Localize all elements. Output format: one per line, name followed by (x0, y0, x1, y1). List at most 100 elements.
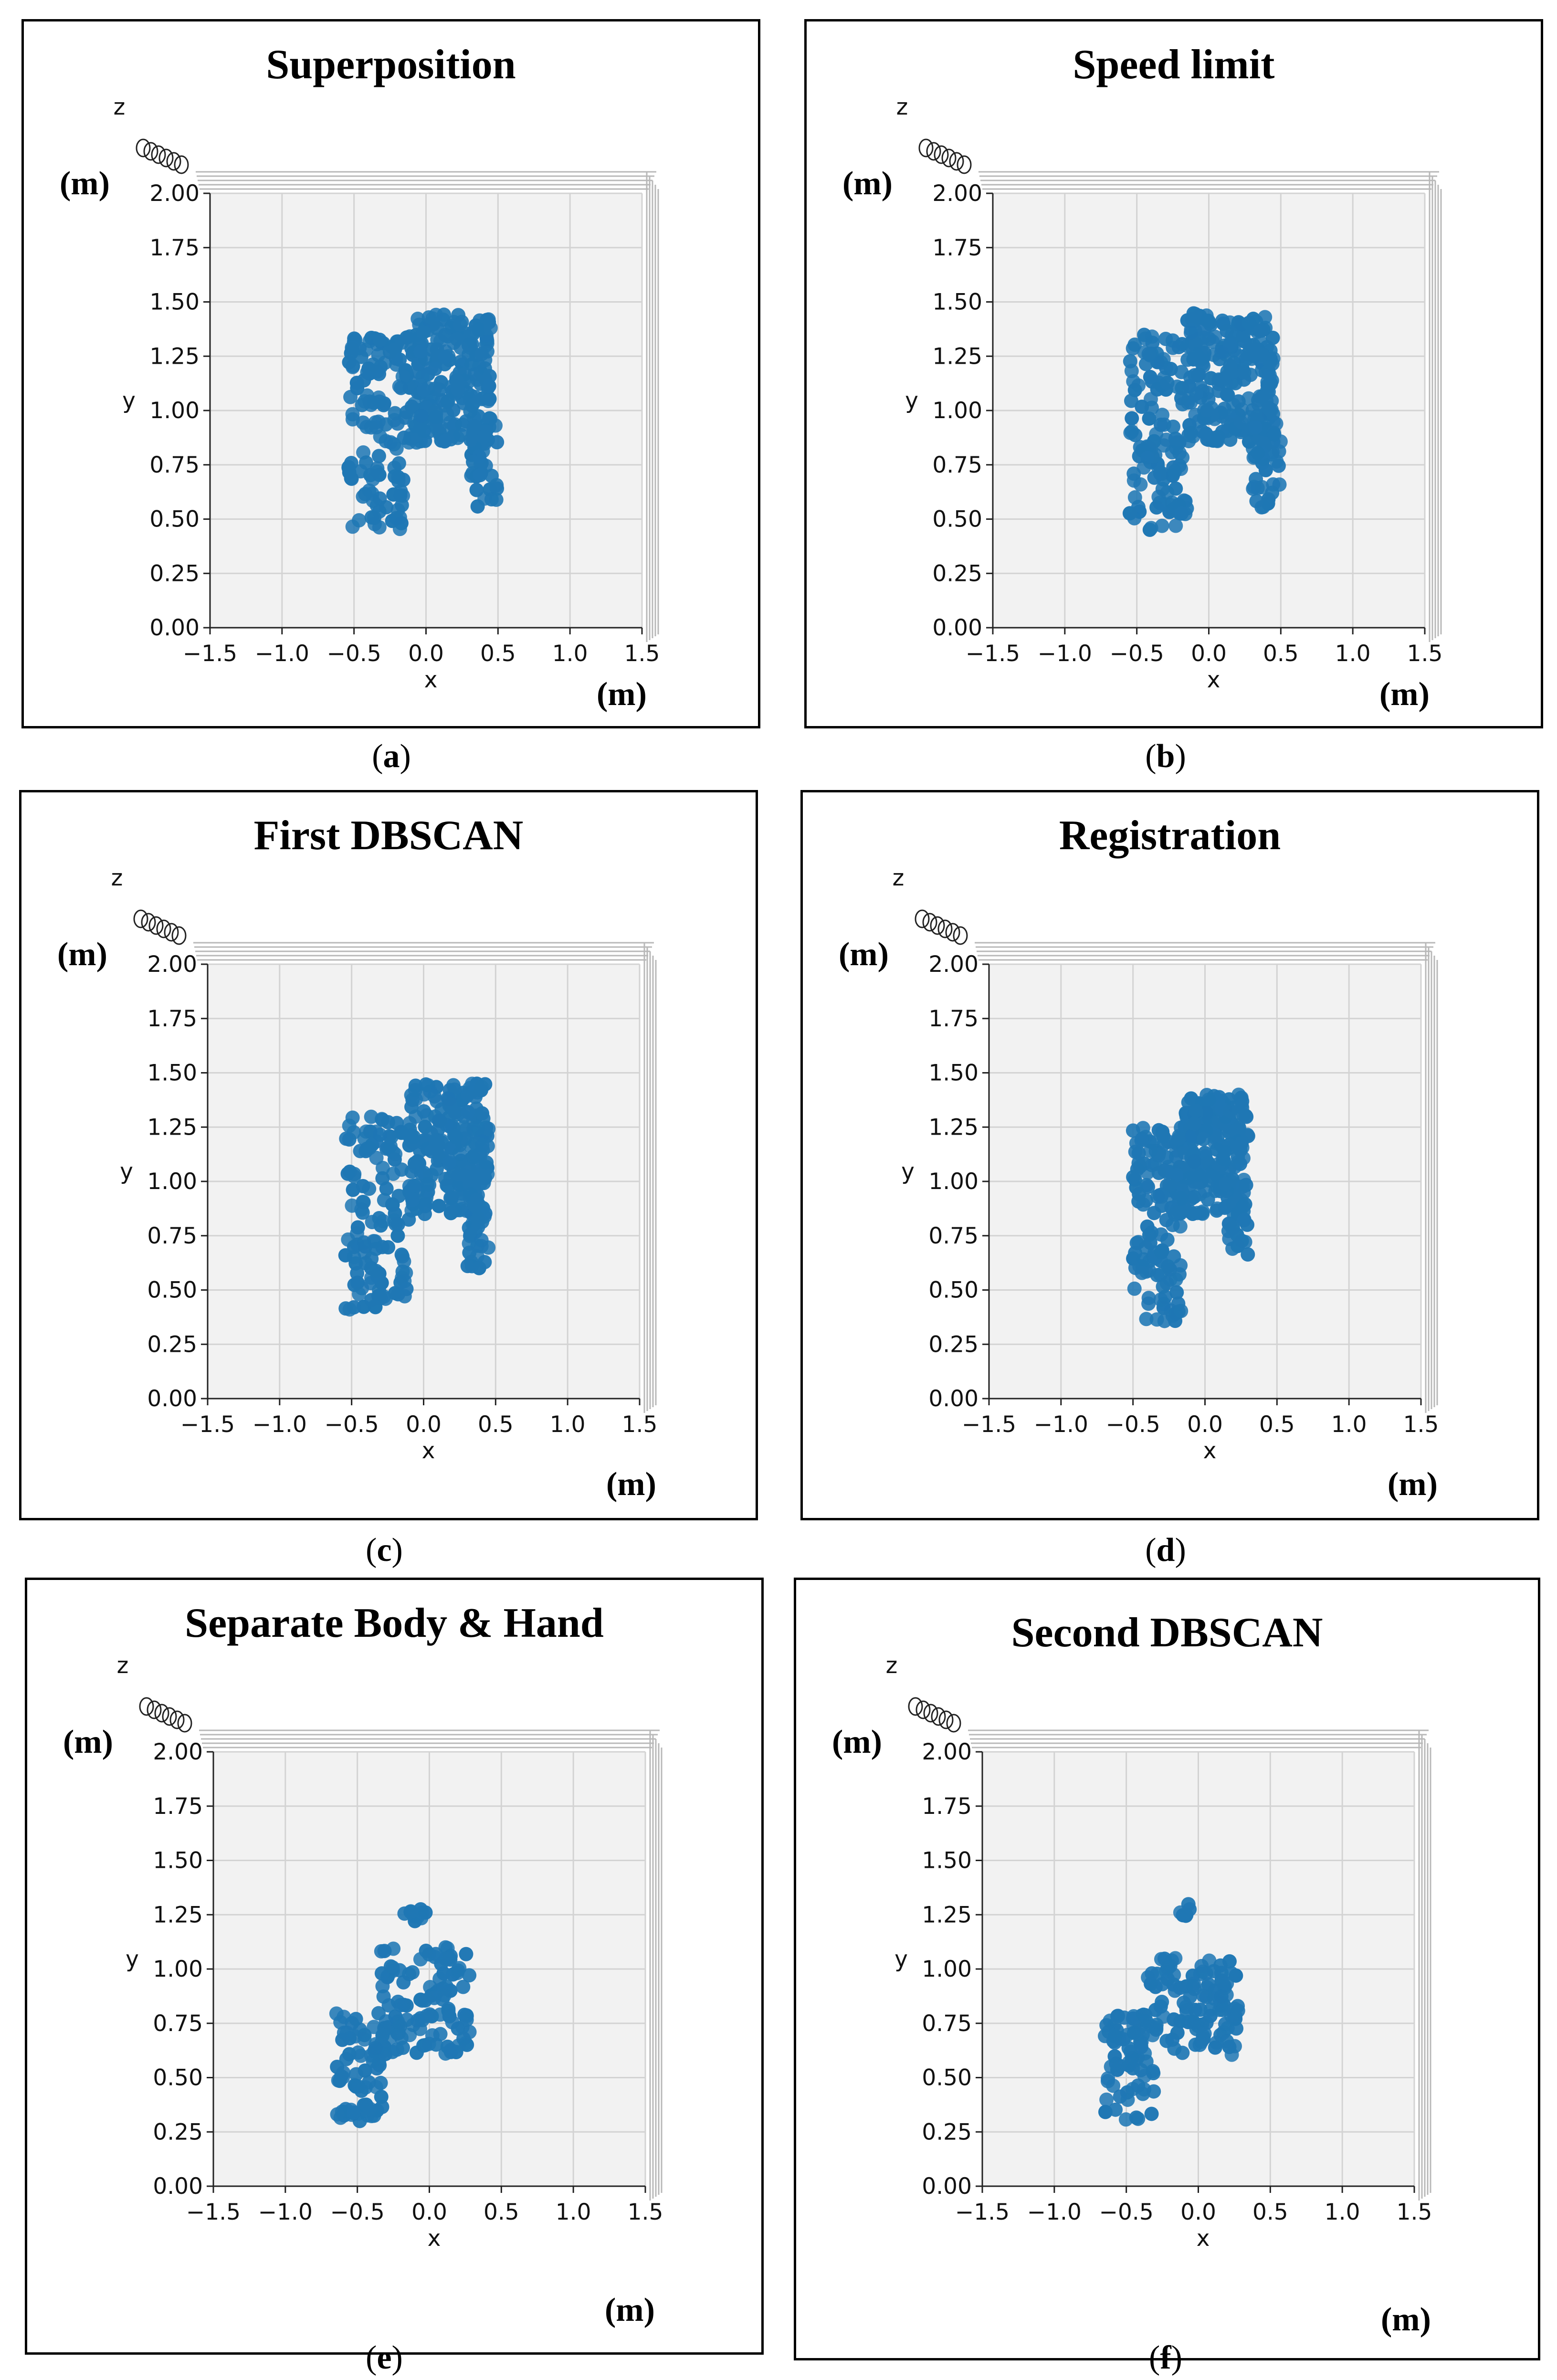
scatter-point (1217, 1998, 1231, 2012)
scatter-point (1218, 1177, 1233, 1191)
scatter-point (1190, 1206, 1205, 1221)
scatter-point (1113, 2058, 1127, 2073)
scatter-point (345, 1110, 360, 1125)
subplot-title: Separate Body & Hand (185, 1600, 604, 1646)
scatter-point (442, 1097, 457, 1112)
scatter-point (1136, 2007, 1151, 2022)
scatter-point (1168, 464, 1182, 479)
scatter-point (448, 1129, 463, 1144)
scatter-point (1266, 351, 1281, 366)
scatter-point (428, 1133, 442, 1148)
scatter-point (430, 321, 444, 336)
x-unit-label: (m) (597, 676, 647, 713)
y-tick-label: 1.00 (928, 1169, 978, 1195)
scatter-point (393, 1998, 408, 2012)
y-axis-label: y (894, 1946, 908, 1972)
x-tick-label: −1.0 (252, 1411, 307, 1438)
scatter-point (1126, 1170, 1141, 1185)
scatter-point (397, 1254, 411, 1269)
scatter-point (1170, 2025, 1185, 2040)
scatter-point (391, 470, 406, 484)
scatter-point (404, 1099, 419, 1114)
scatter-point (1267, 427, 1282, 442)
y-axis-label: y (901, 1158, 915, 1185)
scatter-point (479, 1155, 494, 1170)
scatter-point (410, 1154, 425, 1169)
x-tick-label: −0.5 (1099, 2199, 1154, 2225)
scatter-point (362, 1181, 377, 1196)
scatter-point (1175, 380, 1189, 395)
scatter-point (456, 1980, 471, 1994)
scatter-point (1099, 2092, 1114, 2107)
scatter-point (1123, 354, 1137, 369)
x-tick-label: −0.5 (330, 2199, 385, 2225)
scatter-point (348, 1256, 363, 1271)
x-unit-label: (m) (606, 1466, 656, 1503)
scatter-point (437, 307, 452, 322)
x-tick-label: 0.0 (1180, 2199, 1216, 2225)
scatter-point (1233, 415, 1248, 430)
x-tick-label: −1.5 (180, 1411, 235, 1438)
scatter-point (1177, 1995, 1191, 2010)
scatter-point (470, 1211, 485, 1226)
scatter-point (390, 1228, 405, 1243)
scatter-point (1234, 402, 1249, 417)
subplot-superposition: Superposition (m) (m) −1.5 −1.0 −0.5 0.0 0.5… (21, 19, 760, 728)
scatter-point (1168, 1951, 1183, 1966)
scatter-point (383, 1959, 398, 1974)
scatter-point (1236, 328, 1251, 343)
scatter-point (1224, 2009, 1239, 2023)
x-tick-label: 0.0 (406, 1411, 442, 1438)
caption-b: (b) (1145, 738, 1186, 775)
scatter-point (373, 1127, 388, 1142)
y-tick-label: 0.50 (147, 1277, 197, 1304)
scatter-point (383, 435, 398, 450)
scatter-point (387, 1213, 402, 1228)
x-unit-label: (m) (1379, 676, 1430, 713)
scatter-point (389, 1116, 404, 1130)
scatter-point (451, 1167, 466, 1181)
scatter-point (1165, 445, 1179, 460)
y-tick-label: 0.25 (928, 1331, 978, 1358)
scatter-point (382, 345, 397, 359)
scatter-point (394, 380, 409, 395)
y-tick-label: 0.25 (153, 2119, 203, 2145)
scatter-point (368, 2041, 383, 2055)
scatter-point (369, 1150, 384, 1165)
scatter-point (1138, 331, 1153, 346)
y-tick-label: 0.75 (928, 1223, 978, 1249)
scatter-point (1265, 485, 1280, 500)
scatter-point (418, 2038, 432, 2053)
z-tick-clutter (162, 1707, 177, 1726)
scatter-point (1241, 316, 1256, 330)
y-unit-label: (m) (63, 1724, 113, 1760)
scatter-point (474, 1233, 489, 1248)
scatter-point (431, 1199, 446, 1213)
x-tick-label: 0.5 (1252, 2199, 1288, 2225)
scatter-point (416, 382, 431, 397)
scatter-point (1136, 2086, 1150, 2101)
scatter-point (1240, 347, 1255, 362)
y-tick-label: 2.00 (922, 1739, 972, 1765)
scatter-point (342, 2047, 357, 2062)
z-tick-clutter (938, 1710, 954, 1729)
scatter-point (1203, 2009, 1218, 2023)
scatter-point (1187, 1154, 1201, 1169)
z-tick-clutter (937, 919, 953, 938)
scatter-point (414, 409, 429, 423)
caption-f: (f) (1149, 2339, 1182, 2376)
y-tick-label: 1.50 (928, 1060, 978, 1086)
scatter-point (373, 2075, 388, 2090)
scatter-point (330, 2107, 345, 2122)
scatter-point (339, 2025, 354, 2040)
scatter-point (1231, 1120, 1246, 1135)
scatter-point (375, 1112, 389, 1127)
z-axis-label: z (896, 94, 908, 120)
scatter-point (489, 492, 504, 507)
scatter-point (1187, 2015, 1201, 2030)
y-tick-label: 1.00 (153, 1956, 203, 1982)
y-tick-label: 1.50 (147, 1060, 197, 1086)
scatter-point (478, 1171, 493, 1186)
z-tick-clutter (133, 909, 148, 928)
scatter-point (1168, 1983, 1182, 1998)
